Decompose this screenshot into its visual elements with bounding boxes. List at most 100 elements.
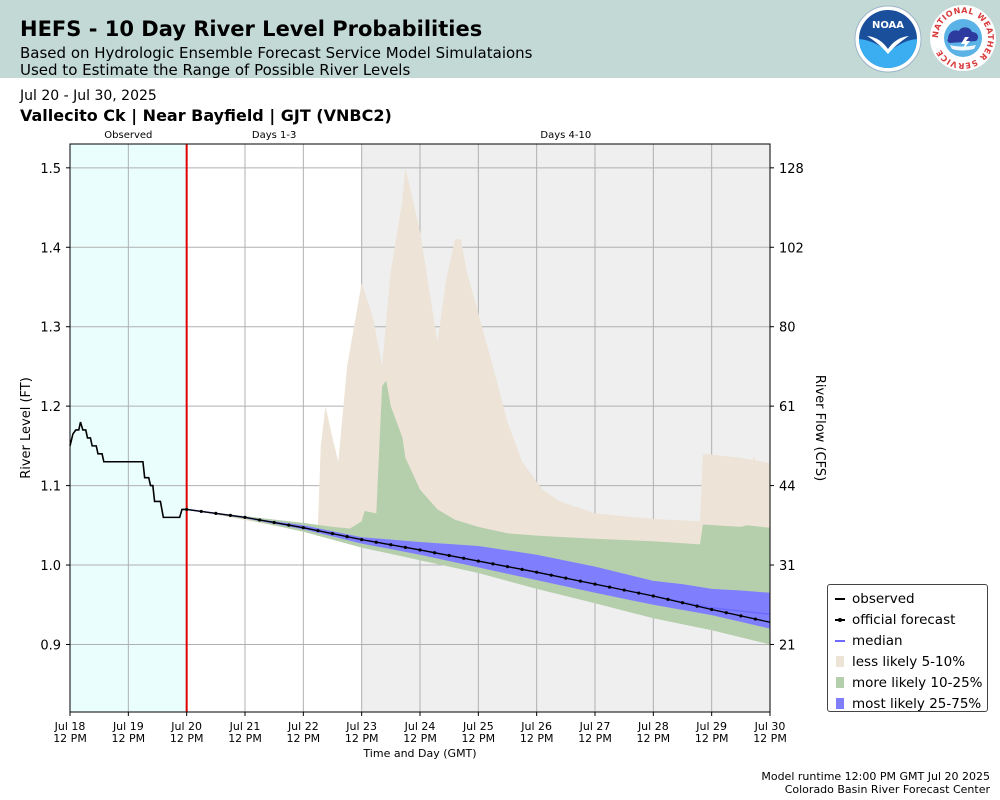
x-tick-label: Jul 23 [345,720,377,733]
y-tick-label: 1.0 [40,559,61,574]
forecast-point [739,614,743,618]
forecast-point [578,579,583,583]
x-tick-label: 12 PM [695,732,729,745]
x-tick-label: 12 PM [287,732,321,745]
legend-item-less-likely: less likely 5-10% [833,651,987,672]
period-label: Observed [104,130,152,141]
legend-label: observed [852,590,915,607]
y2-tick-label: 31 [779,559,796,574]
forecast-point [549,573,553,577]
forecast-point [462,556,466,560]
forecast-point [301,526,305,530]
forecast-point [330,532,335,536]
x-axis-title: Time and Day (GMT) [362,747,476,760]
page-subtitle-line1: Based on Hydrologic Ensemble Forecast Se… [20,44,533,62]
page-title: HEFS - 10 Day River Level Probabilities [20,17,483,41]
probability-bands [186,167,770,645]
forecast-point [476,559,480,563]
page-subtitle-line2: Used to Estimate the Range of Possible R… [20,61,411,79]
y2-tick-label: 80 [779,321,796,336]
y-axis-title: River Level (FT) [19,377,34,479]
forecast-point [651,594,655,598]
forecast-point [403,545,408,549]
x-tick-label: Jul 24 [404,720,436,733]
x-tick-label: 12 PM [228,732,262,745]
forecast-point [345,535,349,539]
forecast-point [214,511,218,515]
band-most-likely [186,509,770,629]
y2-tick-label: 128 [779,162,804,177]
x-tick-label: Jul 20 [170,720,202,733]
forecast-point [432,551,437,555]
legend-item-most-likely: most likely 25-75% [833,693,987,714]
y2-tick-label: 61 [779,400,796,415]
forecast-point [564,576,568,580]
chart-legend: observed official forecast median less l… [827,584,988,712]
observed-line [69,421,187,519]
legend-label: median [852,632,903,649]
noaa-logo: NOAA [854,5,922,73]
model-runtime: Model runtime 12:00 PM GMT Jul 20 2025 [761,770,990,783]
forecast-point [710,607,714,612]
nws-logo: NATIONAL WEATHER SERVICE [930,5,996,71]
forecast-point [593,582,597,586]
plot-frame [66,143,774,716]
forecast-point [199,509,203,514]
forecast-point [680,601,685,605]
y-tick-label: 1.2 [40,400,61,415]
forecast-point [505,565,510,569]
forecast-point [753,617,758,621]
y-tick-label: 0.9 [40,638,61,653]
forecast-point [228,513,233,517]
svg-text:NOAA: NOAA [872,20,904,31]
legend-item-more-likely: more likely 10-25% [833,672,987,693]
legend-label: most likely 25-75% [852,695,982,712]
forecast-point [389,543,393,547]
date-range: Jul 20 - Jul 30, 2025 [20,88,157,104]
x-tick-label: 12 PM [637,732,671,745]
x-tick-label: Jul 19 [112,720,144,733]
period-label: Days 4-10 [540,130,591,141]
legend-item-official-forecast: official forecast [833,609,987,630]
x-tick-label: Jul 28 [637,720,669,733]
x-tick-label: Jul 22 [287,720,319,733]
forecast-point [607,585,612,589]
forecast-point [622,588,626,592]
x-tick-label: 12 PM [345,732,379,745]
header-banner: HEFS - 10 Day River Level Probabilities … [0,0,1000,79]
forecast-point [491,562,495,566]
x-tick-label: 12 PM [753,732,787,745]
series-lines [69,144,771,712]
y-tick-label: 1.4 [40,241,61,256]
x-tick-label: Jul 29 [695,720,727,733]
forecast-point [243,515,247,519]
forecast-center: Colorado Basin River Forecast Center [784,783,990,796]
forecast-point [374,540,378,544]
forecast-point [272,520,276,525]
forecast-point [637,591,641,595]
y2-tick-label: 102 [779,241,804,256]
forecast-point [520,567,524,572]
forecast-point [695,604,699,608]
station-title: Vallecito Ck | Near Bayfield | GJT (VNBC… [20,106,392,125]
legend-item-median: median [833,630,987,651]
forecast-point [724,611,728,615]
y2-tick-label: 21 [779,638,796,653]
x-tick-label: Jul 26 [520,720,552,733]
x-tick-label: Jul 27 [579,720,611,733]
x-tick-label: Jul 21 [229,720,261,733]
y-tick-label: 1.1 [40,480,61,495]
x-tick-label: Jul 25 [462,720,494,733]
x-tick-label: 12 PM [403,732,437,745]
forecast-point [666,597,670,601]
forecast-point [535,570,539,574]
forecast-point [447,553,451,558]
x-tick-label: Jul 30 [754,720,786,733]
y2-tick-label: 44 [779,480,796,495]
forecast-point [257,518,262,522]
y-tick-label: 1.5 [40,162,61,177]
forecast-point [287,523,291,527]
x-tick-label: Jul 18 [54,720,86,733]
